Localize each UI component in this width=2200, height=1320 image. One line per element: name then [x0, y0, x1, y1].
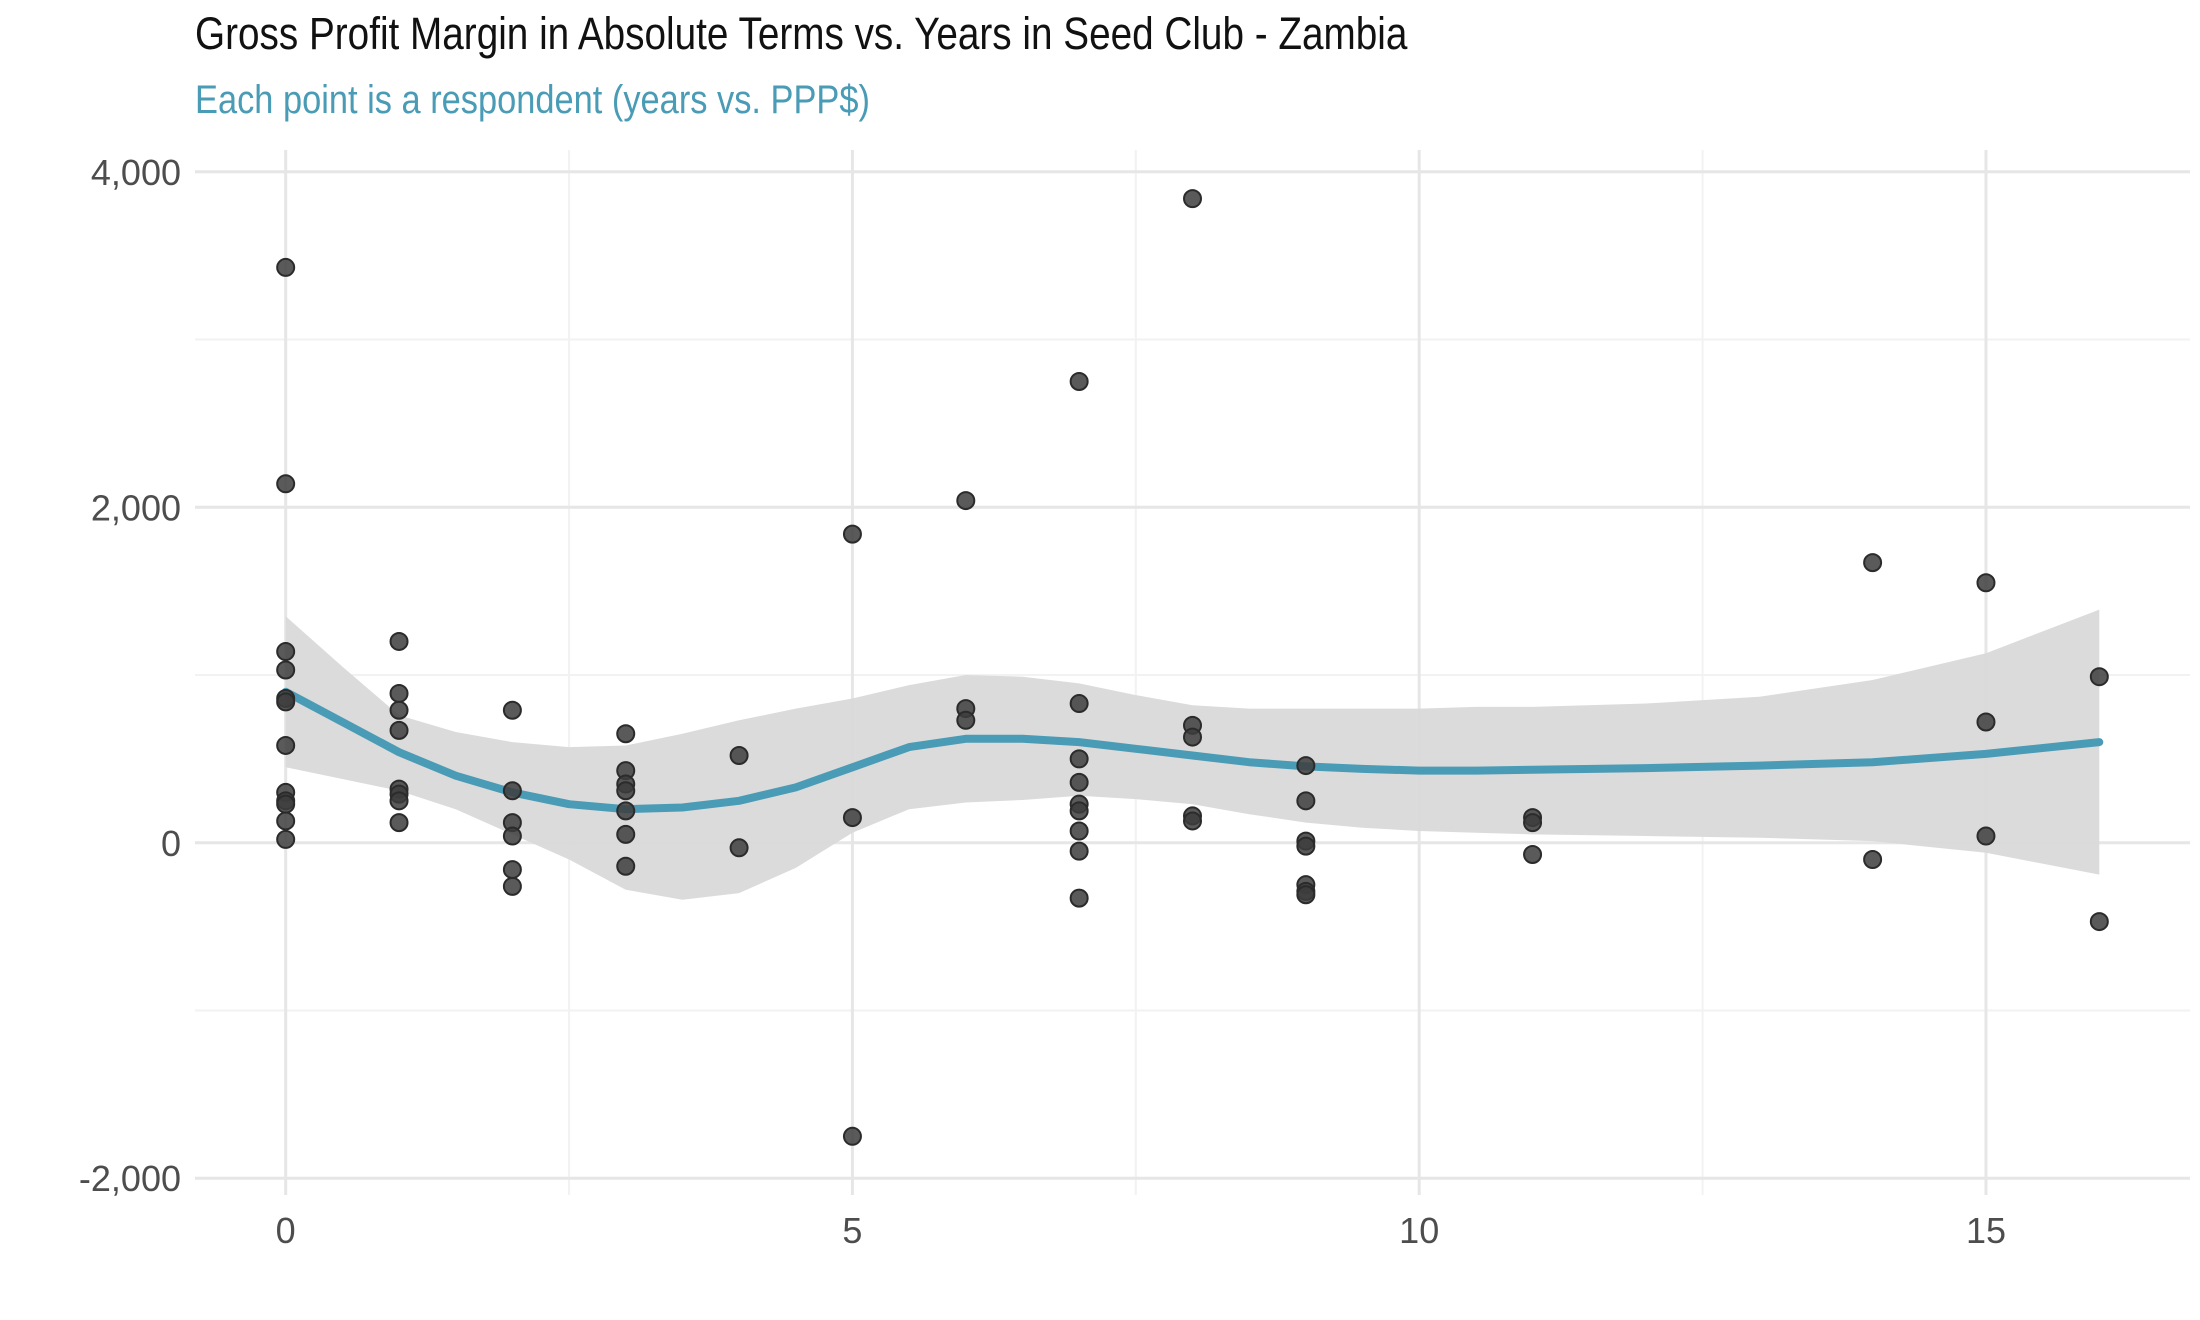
- data-point: [616, 801, 636, 821]
- data-point: [956, 491, 976, 511]
- data-point: [616, 824, 636, 844]
- data-point: [276, 794, 296, 814]
- data-point: [842, 1126, 862, 1146]
- y-tick-label: 2,000: [91, 487, 181, 528]
- data-point: [1976, 826, 1996, 846]
- x-tick-label: 15: [1966, 1210, 2006, 1251]
- chart-subtitle: Each point is a respondent (years vs. PP…: [195, 78, 870, 122]
- points-layer: [276, 189, 2109, 1146]
- data-point: [1183, 189, 1202, 209]
- data-point: [389, 683, 409, 703]
- data-point: [842, 808, 862, 828]
- data-point: [1976, 712, 1996, 732]
- data-point: [276, 692, 296, 712]
- y-tick-label: 4,000: [91, 152, 181, 193]
- data-point: [1069, 801, 1089, 821]
- data-point: [276, 642, 296, 662]
- data-point: [616, 781, 636, 801]
- data-point: [2089, 912, 2109, 932]
- data-point: [1069, 772, 1089, 792]
- data-point: [276, 257, 296, 277]
- data-point: [956, 710, 976, 730]
- data-point: [389, 791, 409, 811]
- grid: [195, 150, 2190, 1195]
- data-point: [1069, 749, 1089, 769]
- data-point: [276, 811, 296, 831]
- data-point: [1069, 371, 1089, 391]
- y-axis: -2,000 0 2,000 4,000: [79, 152, 181, 1199]
- data-point: [1296, 791, 1316, 811]
- data-point: [729, 838, 749, 858]
- data-point: [1296, 836, 1316, 856]
- data-point: [276, 474, 296, 494]
- chart-title: Gross Profit Margin in Absolute Terms vs…: [195, 8, 1408, 59]
- data-point: [502, 860, 522, 880]
- data-point: [1976, 573, 1996, 593]
- data-point: [1183, 811, 1202, 831]
- data-point: [1296, 756, 1316, 776]
- data-point: [389, 631, 409, 651]
- y-tick-label: 0: [161, 823, 181, 864]
- data-point: [729, 746, 749, 766]
- data-point: [502, 826, 522, 846]
- data-point: [389, 720, 409, 740]
- data-point: [276, 735, 296, 755]
- data-point: [502, 700, 522, 720]
- data-point: [502, 781, 522, 801]
- data-point: [842, 524, 862, 544]
- data-point: [2089, 667, 2109, 687]
- data-point: [1863, 850, 1883, 870]
- data-point: [1296, 885, 1316, 905]
- data-point: [1523, 844, 1543, 864]
- smooth-line-layer: [281, 687, 2104, 814]
- data-point: [616, 856, 636, 876]
- data-point: [389, 813, 409, 833]
- data-point: [276, 660, 296, 680]
- data-point: [389, 700, 409, 720]
- data-point: [276, 829, 296, 849]
- data-point: [502, 876, 522, 896]
- smooth-trend-line: [281, 687, 2104, 814]
- data-point: [616, 724, 636, 744]
- data-point: [1863, 553, 1883, 573]
- data-point: [1069, 694, 1089, 714]
- x-tick-label: 5: [842, 1210, 862, 1251]
- data-point: [1069, 888, 1089, 908]
- x-tick-label: 0: [276, 1210, 296, 1251]
- data-point: [1183, 727, 1202, 747]
- data-point: [1523, 813, 1543, 833]
- x-tick-label: 10: [1399, 1210, 1439, 1251]
- data-point: [1069, 821, 1089, 841]
- x-axis: 0 5 10 15: [276, 1210, 2006, 1251]
- data-point: [1069, 841, 1089, 861]
- y-tick-label: -2,000: [79, 1158, 181, 1199]
